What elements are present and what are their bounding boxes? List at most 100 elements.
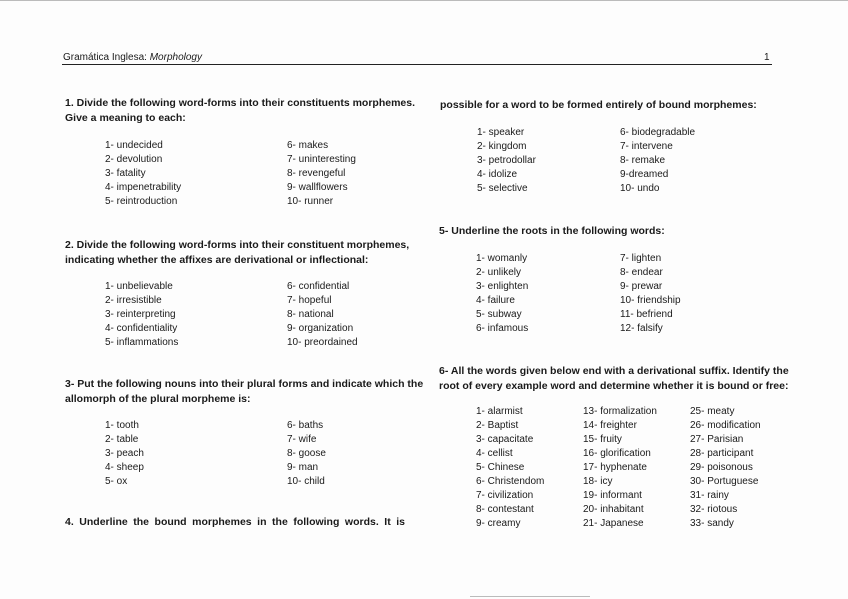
subject-name: Morphology <box>149 52 202 63</box>
list-item: 1- undecided <box>105 140 163 151</box>
list-item: 15- fruity <box>583 434 622 445</box>
list-item: 7- lighten <box>620 253 662 264</box>
list-item: 2- table <box>105 434 139 445</box>
q5-list-col1: 1- womanly 2- unlikely 3- enlighten 4- f… <box>476 252 528 336</box>
page-number: 1 <box>764 52 770 63</box>
list-item: 6- biodegradable <box>620 127 696 138</box>
list-item: 8- revengeful <box>287 168 346 179</box>
list-item: 21- Japanese <box>583 518 644 529</box>
q6-list-col1: 1- alarmist 2- Baptist 3- capacitate 4- … <box>476 405 544 531</box>
title-line: Give a meaning to each: <box>65 111 186 124</box>
list-item: 2- devolution <box>105 154 163 165</box>
list-item: 6- makes <box>287 140 329 151</box>
list-item: 14- freighter <box>583 420 637 431</box>
list-item: 3- petrodollar <box>477 155 536 166</box>
list-item: 29- poisonous <box>690 462 753 473</box>
list-item: 11- befriend <box>620 309 673 320</box>
list-item: 2- unlikely <box>476 267 522 278</box>
title-line: allomorph of the plural morpheme is: <box>65 392 251 405</box>
list-item: 7- hopeful <box>287 295 332 306</box>
list-item: 4- confidentiality <box>105 323 178 334</box>
list-item: 4- impenetrability <box>105 182 182 193</box>
q3-list-col1: 1- tooth 2- table 3- peach 4- sheep 5- o… <box>105 419 144 489</box>
list-item: 7- wife <box>287 434 317 445</box>
question-4-title-start: 4. Underline the bound morphemes in the … <box>65 516 405 528</box>
title-line: 2. Divide the following word-forms into … <box>65 239 410 251</box>
list-item: 16- glorification <box>583 448 651 459</box>
list-item: 4- cellist <box>476 448 513 459</box>
list-item: 8- national <box>287 309 334 320</box>
list-item: 6- infamous <box>476 323 529 334</box>
title-line: indicating whether the affixes are deriv… <box>65 253 369 266</box>
list-item: 5- reintroduction <box>105 196 178 207</box>
q1-list-col1: 1- undecided 2- devolution 3- fatality 4… <box>105 139 181 209</box>
q2-list-col2: 6- confidential 7- hopeful 8- national 9… <box>287 280 358 350</box>
list-item: 17- hyphenate <box>583 462 647 473</box>
header-rule <box>62 64 772 65</box>
list-item: 26- modification <box>690 420 761 431</box>
list-item: 5- inflammations <box>105 337 179 348</box>
list-item: 1- alarmist <box>476 406 523 417</box>
list-item: 1- womanly <box>476 253 528 264</box>
list-item: 28- participant <box>690 448 754 459</box>
list-item: 1- tooth <box>105 420 139 431</box>
list-item: 4- idolize <box>477 169 518 180</box>
title-line: root of every example word and determine… <box>439 379 789 392</box>
list-item: 10- undo <box>620 183 660 194</box>
list-item: 5- Chinese <box>476 462 525 473</box>
list-item: 32- riotous <box>690 504 738 515</box>
list-item: 5- subway <box>476 309 522 320</box>
question-6-title: 6- All the words given below end with a … <box>439 364 789 393</box>
list-item: 7- uninteresting <box>287 154 356 165</box>
list-item: 6- Christendom <box>476 476 545 487</box>
scan-edge <box>470 596 590 597</box>
title-line: 6- All the words given below end with a … <box>439 365 789 377</box>
list-item: 19- informant <box>583 490 642 501</box>
question-5-title: 5- Underline the roots in the following … <box>439 225 665 237</box>
list-item: 25- meaty <box>690 406 735 417</box>
list-item: 2- Baptist <box>476 420 519 431</box>
list-item: 6- baths <box>287 420 324 431</box>
list-item: 18- icy <box>583 476 613 487</box>
title-line: 1. Divide the following word-forms into … <box>65 97 416 109</box>
list-item: 6- confidential <box>287 281 350 292</box>
list-item: 1- speaker <box>477 127 525 138</box>
list-item: 2- irresistible <box>105 295 162 306</box>
list-item: 2- kingdom <box>477 141 527 152</box>
q3-list-col2: 6- baths 7- wife 8- goose 9- man 10- chi… <box>287 419 326 489</box>
list-item: 8- contestant <box>476 504 534 515</box>
q4-list-col1: 1- speaker 2- kingdom 3- petrodollar 4- … <box>477 126 536 196</box>
list-item: 20- inhabitant <box>583 504 644 515</box>
question-1-title: 1. Divide the following word-forms into … <box>65 96 415 125</box>
q5-list-col2: 7- lighten 8- endear 9- prewar 10- frien… <box>620 252 681 336</box>
list-item: 9- wallflowers <box>287 182 348 193</box>
list-item: 5- ox <box>105 476 128 487</box>
scan-edge <box>0 0 848 1</box>
list-item: 30- Portuguese <box>690 476 759 487</box>
list-item: 10- child <box>287 476 325 487</box>
list-item: 33- sandy <box>690 518 734 529</box>
list-item: 5- selective <box>477 183 528 194</box>
list-item: 4- failure <box>476 295 515 306</box>
list-item: 8- endear <box>620 267 663 278</box>
list-item: 9- creamy <box>476 518 521 529</box>
list-item: 12- falsify <box>620 323 663 334</box>
course-name: Gramática Inglesa: <box>63 52 147 63</box>
list-item: 4- sheep <box>105 462 144 473</box>
list-item: 3- fatality <box>105 168 146 179</box>
list-item: 3- capacitate <box>476 434 534 445</box>
list-item: 3- reinterpreting <box>105 309 176 320</box>
list-item: 9- organization <box>287 323 354 334</box>
running-header: Gramática Inglesa: Morphology <box>63 52 202 63</box>
list-item: 9-dreamed <box>620 169 669 180</box>
question-4-title-end: possible for a word to be formed entirel… <box>440 99 757 111</box>
list-item: 3- peach <box>105 448 144 459</box>
title-line: 3- Put the following nouns into their pl… <box>65 378 424 390</box>
q1-list-col2: 6- makes 7- uninteresting 8- revengeful … <box>287 139 356 209</box>
list-item: 3- enlighten <box>476 281 529 292</box>
q6-list-col3: 25- meaty 26- modification 27- Parisian … <box>690 405 761 531</box>
list-item: 9- prewar <box>620 281 663 292</box>
list-item: 7- civilization <box>476 490 534 501</box>
q4-list-col2: 6- biodegradable 7- intervene 8- remake … <box>620 126 695 196</box>
list-item: 9- man <box>287 462 319 473</box>
